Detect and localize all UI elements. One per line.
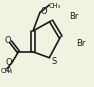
- Text: O: O: [6, 58, 12, 67]
- Text: Br: Br: [76, 39, 85, 48]
- Text: S: S: [51, 57, 56, 66]
- Text: CH₃: CH₃: [48, 3, 61, 9]
- Text: CH₃: CH₃: [0, 68, 12, 74]
- Text: O: O: [5, 67, 11, 73]
- Text: O: O: [40, 7, 47, 16]
- Text: O: O: [5, 36, 11, 46]
- Text: Br: Br: [69, 12, 78, 21]
